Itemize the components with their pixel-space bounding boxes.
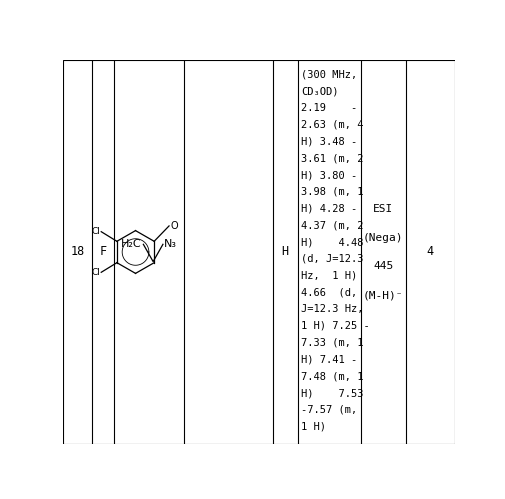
Text: H) 3.48 -: H) 3.48 - (301, 137, 358, 147)
Text: CD₃OD): CD₃OD) (301, 86, 338, 96)
Text: (300 MHz,: (300 MHz, (301, 69, 358, 79)
Text: H)    7.53: H) 7.53 (301, 388, 364, 398)
Text: (Nega): (Nega) (363, 233, 403, 243)
Text: J=12.3 Hz,: J=12.3 Hz, (301, 304, 364, 314)
Text: 1 H): 1 H) (301, 422, 326, 432)
Text: -7.57 (m,: -7.57 (m, (301, 405, 358, 415)
Text: 2.63 (m, 4: 2.63 (m, 4 (301, 120, 364, 130)
Text: 3.61 (m, 2: 3.61 (m, 2 (301, 153, 364, 163)
Text: Cl: Cl (91, 227, 100, 236)
Text: 4: 4 (427, 246, 434, 258)
Text: 18: 18 (71, 246, 85, 258)
Text: 4.66  (d,: 4.66 (d, (301, 287, 358, 297)
Text: Hz,  1 H): Hz, 1 H) (301, 270, 358, 280)
Text: H₂C: H₂C (121, 240, 141, 250)
Text: 7.48 (m, 1: 7.48 (m, 1 (301, 371, 364, 381)
Text: Cl: Cl (91, 268, 100, 277)
Text: (M-H)⁻: (M-H)⁻ (363, 290, 403, 300)
Text: O: O (170, 221, 178, 231)
Text: ESI: ESI (373, 204, 393, 214)
Text: 2.19    -: 2.19 - (301, 103, 358, 113)
Text: H: H (282, 246, 289, 258)
Text: H) 7.41 -: H) 7.41 - (301, 354, 358, 364)
Text: H)    4.48: H) 4.48 (301, 237, 364, 247)
Text: H) 4.28 -: H) 4.28 - (301, 204, 358, 214)
Text: 7.33 (m, 1: 7.33 (m, 1 (301, 338, 364, 348)
Text: F: F (99, 246, 107, 258)
Text: 3.98 (m, 1: 3.98 (m, 1 (301, 187, 364, 197)
Text: 4.37 (m, 2: 4.37 (m, 2 (301, 221, 364, 231)
Text: 1 H) 7.25 -: 1 H) 7.25 - (301, 321, 370, 331)
Text: (d, J=12.3: (d, J=12.3 (301, 254, 364, 264)
Text: N₃: N₃ (164, 240, 177, 250)
Text: H) 3.80 -: H) 3.80 - (301, 170, 358, 180)
Text: 445: 445 (373, 261, 393, 271)
